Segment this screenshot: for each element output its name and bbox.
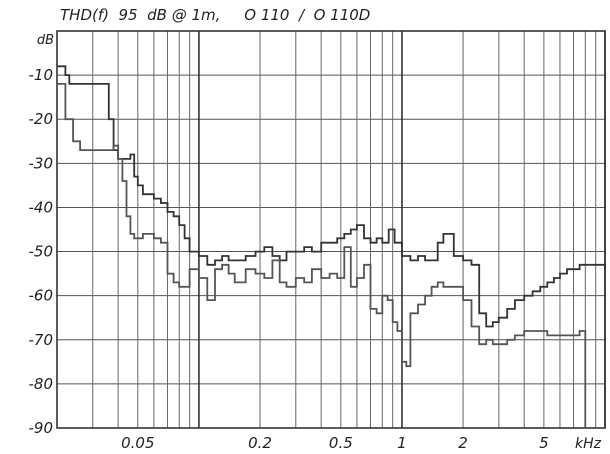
- y-tick-label: -80: [29, 375, 54, 393]
- plot-frame: [56, 30, 606, 429]
- y-tick-label: -70: [29, 331, 54, 349]
- x-tick-label: 2: [458, 434, 468, 452]
- series-line-2: [57, 83, 605, 429]
- y-tick-label: -60: [29, 287, 54, 305]
- x-tick-label: 5: [539, 434, 549, 452]
- chart-title: THD(f) 95 dB @ 1m, O 110 / O 110D: [60, 6, 370, 24]
- y-tick-label: -90: [29, 419, 54, 437]
- y-tick-labels: -10 -20 -30 -40 -50 -60 -70 -80 -90: [29, 66, 54, 437]
- y-tick-label: -30: [29, 154, 54, 172]
- series-line-1: [57, 65, 606, 328]
- y-axis-unit-label: dB: [37, 33, 54, 48]
- y-tick-label: -50: [29, 243, 54, 261]
- grid: [56, 30, 606, 429]
- x-tick-label: 0.2: [248, 434, 272, 452]
- x-tick-label: 1: [397, 434, 407, 452]
- y-tick-label: -40: [29, 198, 54, 216]
- y-tick-label: -10: [29, 66, 54, 84]
- x-tick-label: 0.05: [121, 434, 154, 452]
- series-group: [57, 65, 606, 429]
- y-tick-label: -20: [29, 110, 54, 128]
- x-tick-labels: 0.05 0.2 0.5 1 2 5: [121, 434, 549, 452]
- x-axis-unit-label: kHz: [575, 436, 602, 452]
- x-tick-label: 0.5: [329, 434, 353, 452]
